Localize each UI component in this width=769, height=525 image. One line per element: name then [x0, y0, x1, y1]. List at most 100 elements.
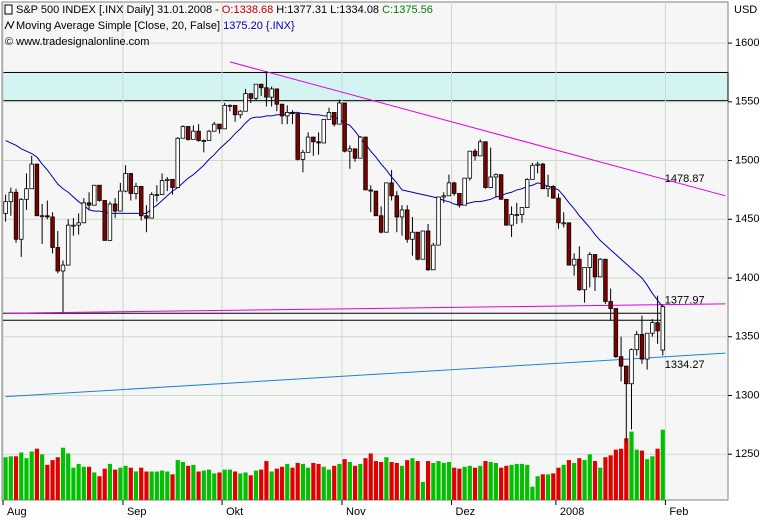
candle-body	[123, 173, 128, 192]
volume-bar	[452, 467, 457, 500]
volume-bar	[645, 459, 650, 500]
y-tick-label: 1350	[735, 331, 759, 343]
volume-bar	[551, 473, 556, 500]
volume-bar	[243, 472, 248, 500]
candle-body	[530, 164, 535, 180]
candle-body	[206, 130, 212, 141]
volume-bar	[76, 463, 81, 500]
candle-body	[331, 112, 337, 125]
candle-body	[118, 190, 123, 212]
candle-body	[483, 141, 488, 188]
candle-body	[457, 193, 462, 206]
volume-bar	[384, 457, 389, 500]
volume-bar	[509, 464, 514, 500]
candle-body	[644, 332, 650, 360]
volume-bar	[488, 462, 493, 500]
x-tick-label: Aug	[7, 506, 27, 518]
volume-bar	[238, 473, 243, 500]
volume-bar	[248, 475, 253, 500]
volume-bar	[572, 462, 577, 500]
candle-body	[540, 163, 546, 190]
volume-bar	[81, 466, 86, 500]
candle-body	[258, 83, 264, 89]
candle-body	[159, 180, 165, 196]
candle-body	[8, 191, 14, 203]
volume-bar	[629, 431, 634, 500]
candle-body	[337, 102, 342, 125]
candle-icon	[4, 4, 13, 15]
volume-bar	[561, 464, 566, 500]
volume-bar	[295, 462, 300, 500]
indicator-value: 1375.20 {.INX}	[223, 20, 295, 32]
x-tick-label: Feb	[669, 506, 688, 518]
volume-bar	[8, 456, 13, 500]
volume-bar	[45, 464, 50, 500]
close-value: C:1375.56	[382, 4, 433, 16]
candle-body	[467, 150, 473, 179]
volume-bar	[399, 465, 405, 500]
candle-body	[384, 182, 389, 233]
volume-bar	[24, 458, 29, 500]
candle-body	[97, 184, 102, 201]
candle-body	[45, 215, 50, 218]
indicator-line: Moving Average Simple [Close, 20, False]…	[16, 20, 295, 32]
candle-body	[504, 198, 509, 226]
volume-bar	[285, 463, 290, 500]
volume-bar	[415, 461, 420, 500]
y-tick-label: 1500	[735, 154, 759, 166]
volume-bar	[530, 486, 535, 500]
candle-body	[180, 126, 186, 139]
candle-body	[462, 177, 467, 206]
volume-bar	[457, 468, 462, 500]
candle-body	[660, 306, 666, 351]
line-icon	[4, 20, 15, 30]
volume-bar	[577, 458, 582, 500]
candle-body	[65, 224, 71, 266]
volume-bar	[274, 468, 279, 500]
candle-body	[618, 356, 624, 367]
volume-bar	[264, 461, 269, 500]
volume-bar	[97, 476, 102, 500]
volume-bar	[222, 469, 227, 500]
candle-body	[144, 215, 149, 219]
candle-body	[232, 104, 238, 116]
x-tick-label: Dez	[456, 506, 476, 518]
candle-body	[342, 102, 347, 152]
volume-bar	[3, 457, 8, 500]
volume-bar	[154, 471, 159, 500]
candle-body	[300, 151, 306, 160]
x-tick-label: Nov	[346, 506, 366, 518]
candle-body	[295, 113, 300, 160]
volume-bar	[624, 438, 629, 500]
volume-bar	[332, 465, 337, 500]
volume-bar	[618, 448, 624, 500]
volume-bar	[426, 461, 431, 500]
candle-body	[561, 222, 566, 225]
highlight-band	[2, 71, 729, 102]
volume-bar	[13, 456, 19, 500]
candle-body	[19, 198, 24, 240]
volume-bar	[19, 452, 24, 500]
plot-layer: 1478.87 1377.97 1334.27	[2, 2, 732, 500]
volume-bar	[60, 447, 66, 500]
instrument: S&P 500 INDEX [.INX Daily] 31.01.2008 -	[16, 4, 219, 16]
volume-bar	[306, 467, 311, 500]
candle-body	[410, 231, 415, 240]
candle-body	[217, 123, 222, 130]
volume-bar	[405, 460, 410, 500]
y-tick-label: 1400	[735, 272, 759, 284]
candle-body	[441, 195, 446, 198]
currency: USD	[734, 4, 757, 16]
candle-body	[535, 163, 540, 166]
volume-bar	[613, 449, 618, 500]
trend-label: 1334.27	[665, 359, 705, 371]
volume-bar	[389, 462, 394, 500]
volume-bar	[342, 459, 347, 500]
candle-body	[86, 202, 92, 206]
trend-line	[5, 303, 726, 314]
volume-bar	[50, 460, 55, 500]
candle-body	[248, 93, 253, 99]
candle-body	[107, 203, 113, 241]
candle-body	[519, 207, 525, 215]
volume-bar	[394, 462, 399, 500]
